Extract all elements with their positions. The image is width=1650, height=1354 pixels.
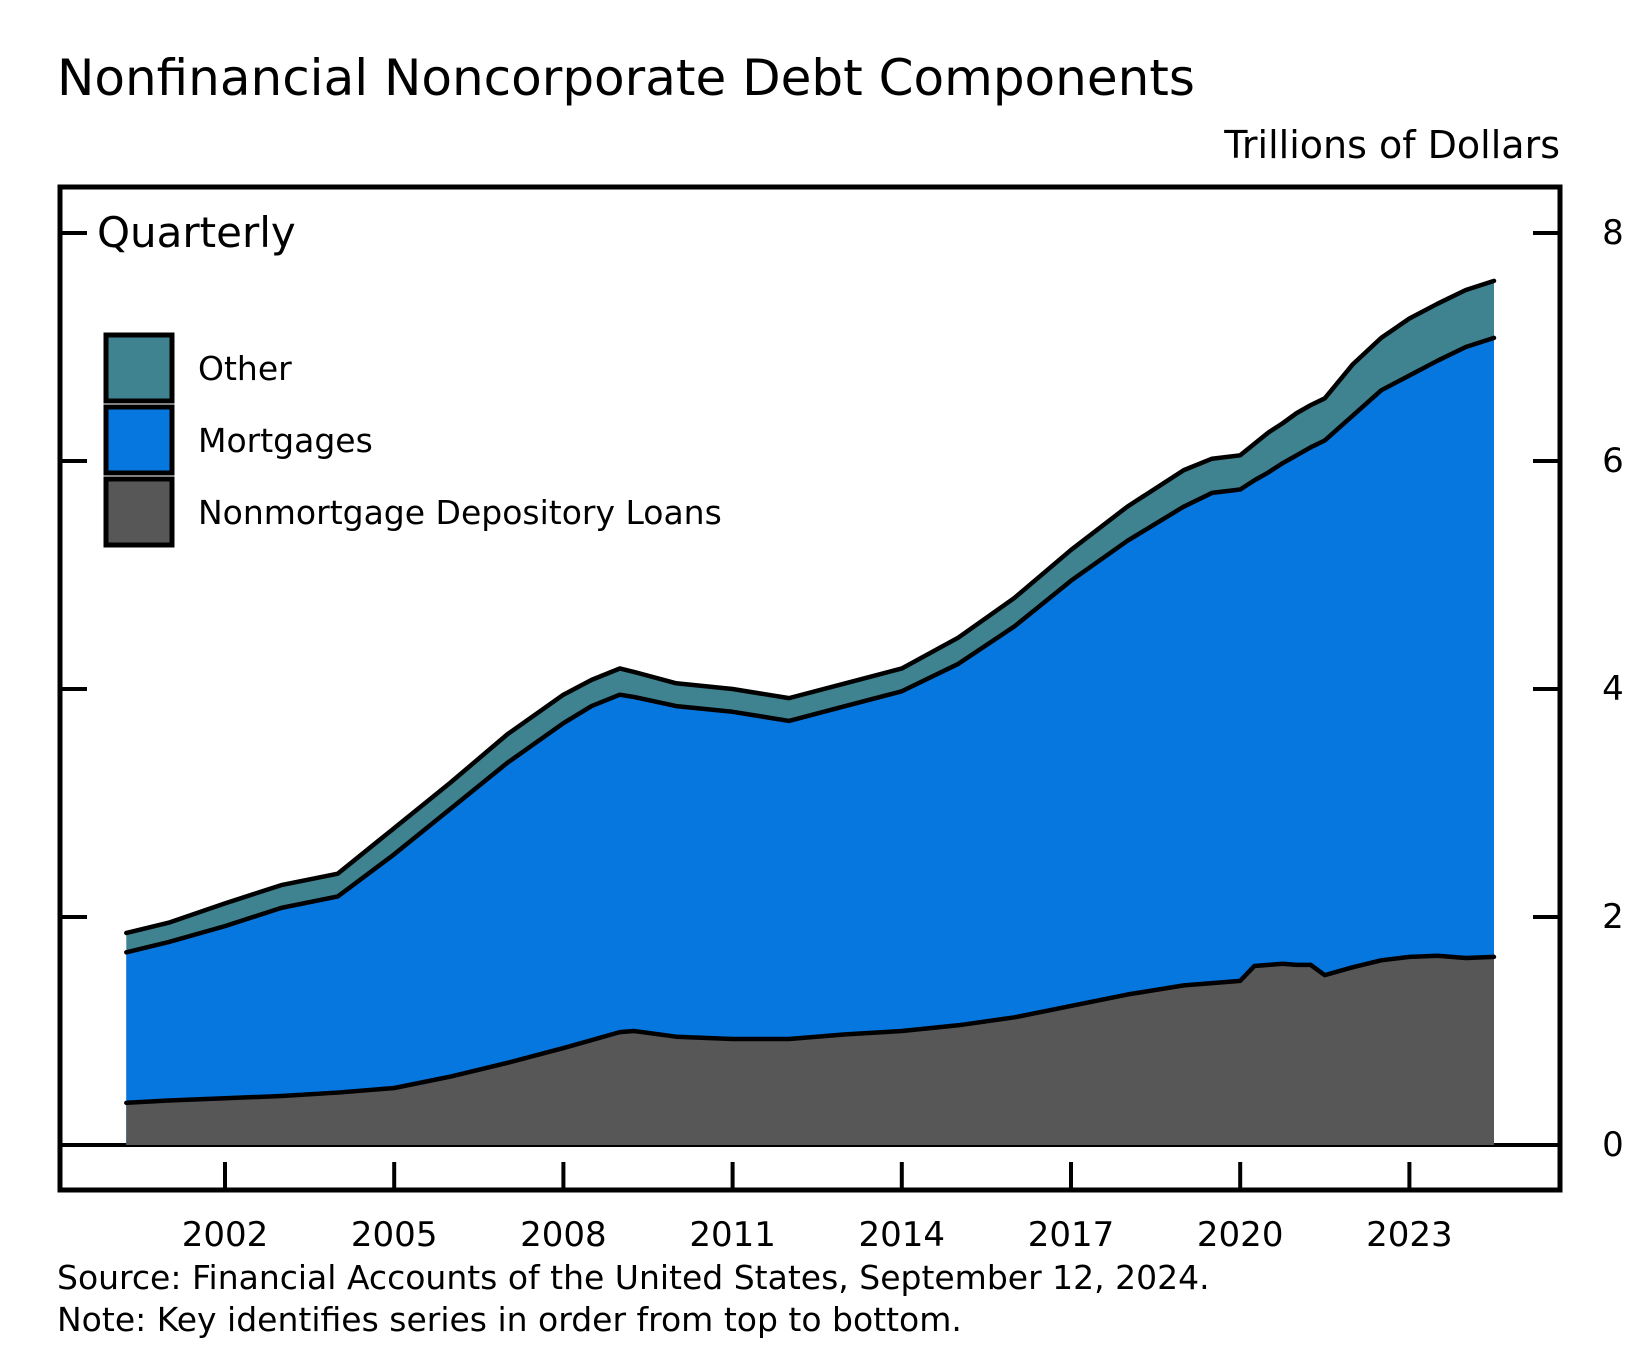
legend-swatch-nonmortgage-depository-loans <box>103 476 175 548</box>
legend-label-other: Other <box>198 349 292 388</box>
legend-swatch-other <box>103 332 175 404</box>
source-line: Source: Financial Accounts of the United… <box>57 1258 1210 1297</box>
x-tick-label-2008: 2008 <box>520 1215 607 1255</box>
line-nonmortgage-depository-loans <box>124 953 1497 1106</box>
note-line: Note: Key identifies series in order fro… <box>57 1300 962 1339</box>
y-tick-label-4: 4 <box>1602 669 1624 709</box>
y-tick-label-6: 6 <box>1602 441 1624 481</box>
x-tick-label-2014: 2014 <box>859 1215 946 1255</box>
line-other <box>124 278 1497 936</box>
units-label: Trillions of Dollars <box>1223 123 1560 167</box>
chart-title: Nonfinancial Noncorporate Debt Component… <box>57 49 1195 107</box>
frequency-label: Quarterly <box>97 208 296 257</box>
axis-ticks <box>60 231 1560 1188</box>
x-tick-label-2017: 2017 <box>1028 1215 1115 1255</box>
y-tick-label-0: 0 <box>1602 1125 1624 1165</box>
legend-label-mortgages: Mortgages <box>198 421 373 460</box>
legend-label-nonmortgage-depository-loans: Nonmortgage Depository Loans <box>198 493 722 532</box>
x-tick-label-2002: 2002 <box>182 1215 269 1255</box>
axis-labels: 0 2 4 6 8 2002 2005 2008 2011 2014 2017 2020 2023 <box>182 213 1624 1255</box>
y-tick-label-8: 8 <box>1602 213 1624 253</box>
y-tick-label-2: 2 <box>1602 897 1624 937</box>
line-mortgages <box>124 335 1497 955</box>
series-outlines <box>124 278 1497 1106</box>
x-tick-label-2023: 2023 <box>1366 1215 1453 1255</box>
legend: Other Mortgages Nonmortgage Depository L… <box>103 332 722 548</box>
area-nonmortgage-depository-loans <box>126 955 1494 1145</box>
x-tick-label-2005: 2005 <box>351 1215 438 1255</box>
x-tick-label-2020: 2020 <box>1197 1215 1284 1255</box>
area-mortgages <box>126 337 1494 1145</box>
x-tick-label-2011: 2011 <box>689 1215 776 1255</box>
legend-swatch-mortgages <box>103 404 175 476</box>
stacked-areas <box>126 280 1494 1145</box>
